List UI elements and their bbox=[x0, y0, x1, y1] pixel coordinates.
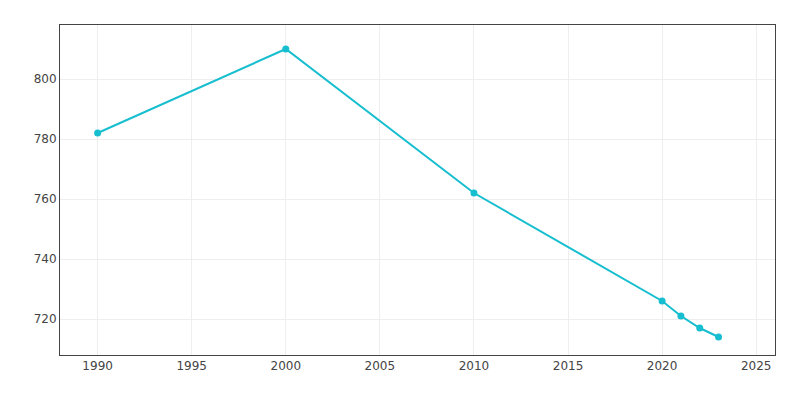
svg-text:2010: 2010 bbox=[459, 359, 490, 373]
svg-text:2005: 2005 bbox=[365, 359, 396, 373]
svg-text:800: 800 bbox=[34, 72, 57, 86]
svg-text:760: 760 bbox=[34, 192, 57, 206]
svg-text:780: 780 bbox=[34, 132, 57, 146]
svg-text:720: 720 bbox=[34, 312, 57, 326]
svg-text:2015: 2015 bbox=[553, 359, 584, 373]
svg-text:1995: 1995 bbox=[176, 359, 207, 373]
svg-text:740: 740 bbox=[34, 252, 57, 266]
svg-text:2020: 2020 bbox=[647, 359, 678, 373]
svg-text:2000: 2000 bbox=[271, 359, 302, 373]
svg-text:2025: 2025 bbox=[741, 359, 772, 373]
svg-text:1990: 1990 bbox=[82, 359, 113, 373]
